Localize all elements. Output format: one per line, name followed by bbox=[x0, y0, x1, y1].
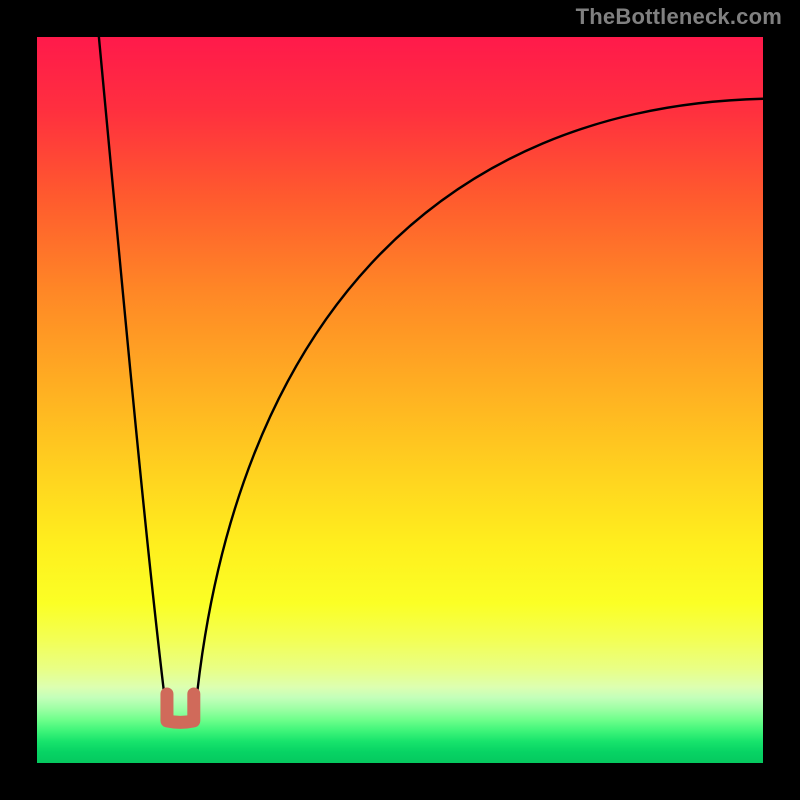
bottleneck-curve-plot bbox=[0, 0, 800, 800]
watermark-text: TheBottleneck.com bbox=[576, 4, 782, 30]
chart-stage: TheBottleneck.com bbox=[0, 0, 800, 800]
chart-background bbox=[37, 37, 763, 763]
